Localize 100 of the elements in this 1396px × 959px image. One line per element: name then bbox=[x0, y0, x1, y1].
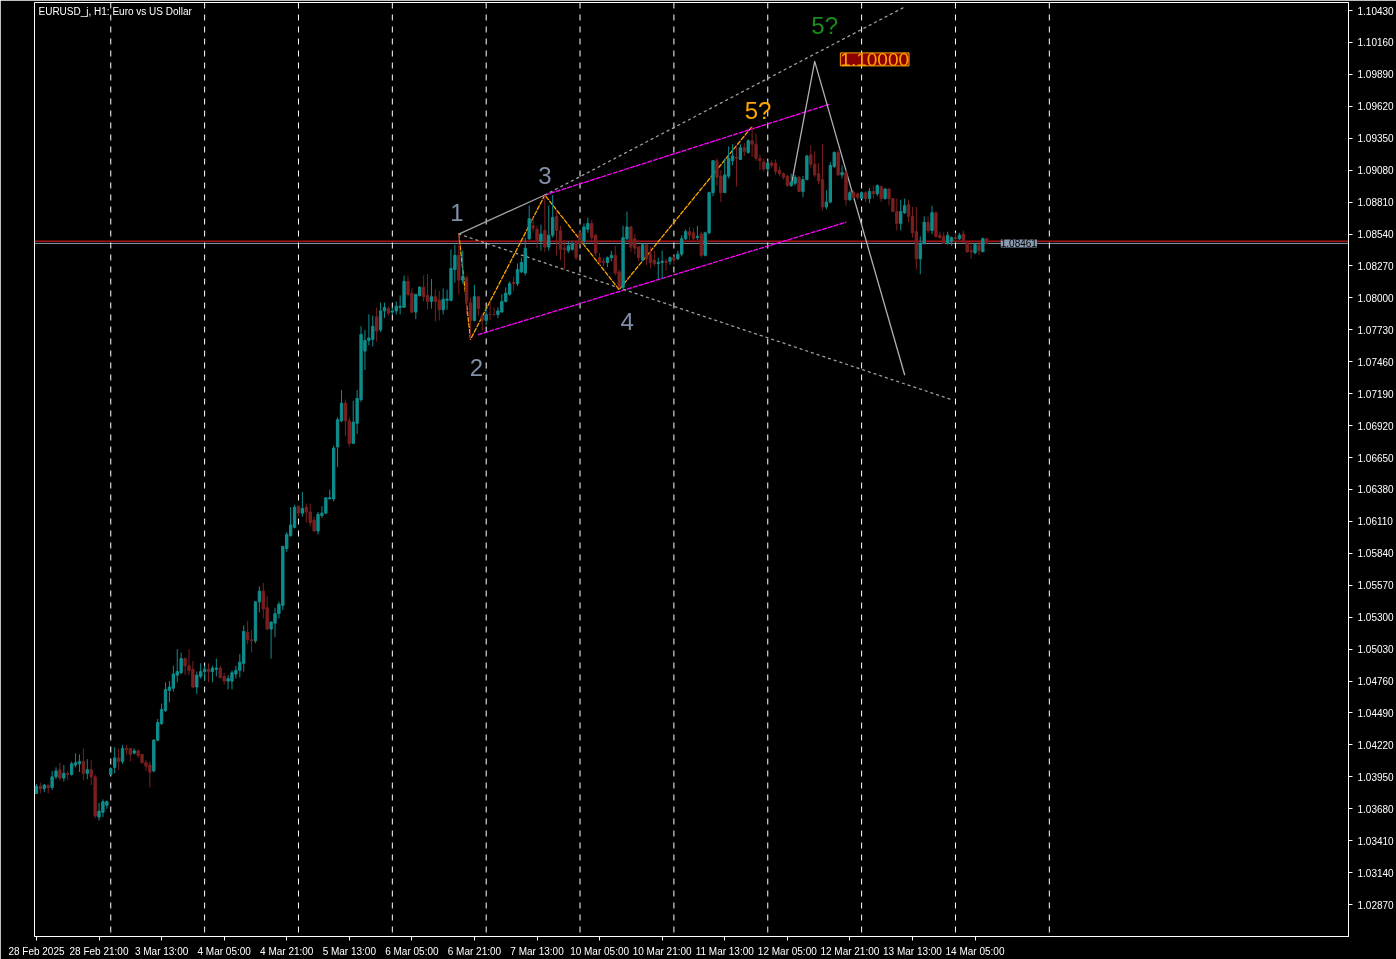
candlestick bbox=[429, 278, 434, 310]
y-tick-label: 1.08000 bbox=[1357, 292, 1395, 304]
y-tick-label: 1.06110 bbox=[1357, 516, 1394, 528]
y-tick-label: 1.09890 bbox=[1357, 69, 1395, 81]
x-tick-label: 14 Mar 05:00 bbox=[945, 945, 1005, 957]
candlestick bbox=[750, 125, 754, 158]
y-tick-label: 1.07730 bbox=[1357, 324, 1395, 336]
y-tick-label: 1.07190 bbox=[1357, 388, 1395, 400]
candlestick bbox=[926, 215, 930, 234]
candlestick bbox=[425, 273, 430, 311]
x-tick-label: 11 Mar 13:00 bbox=[695, 945, 755, 957]
chart-title: EURUSD_j, H1: Euro vs US Dollar bbox=[38, 5, 193, 17]
y-tick-label: 1.04760 bbox=[1357, 676, 1395, 688]
candlestick bbox=[433, 289, 438, 323]
candlestick bbox=[249, 629, 254, 654]
candlestick bbox=[116, 747, 121, 771]
candlestick bbox=[660, 250, 664, 280]
y-tick-label: 1.03680 bbox=[1357, 803, 1395, 815]
candlestick bbox=[375, 306, 379, 343]
candlestick bbox=[543, 194, 547, 253]
y-tick-label: 1.08270 bbox=[1357, 260, 1395, 272]
annotation: 1.10000 bbox=[840, 48, 910, 70]
candlestick bbox=[245, 620, 250, 645]
candlestick bbox=[230, 669, 234, 690]
candlestick bbox=[300, 491, 305, 518]
candlestick bbox=[437, 290, 441, 321]
candlestick bbox=[656, 257, 660, 280]
candlestick bbox=[836, 149, 840, 177]
y-tick-label: 1.04220 bbox=[1357, 739, 1395, 751]
candlestick bbox=[899, 199, 903, 231]
candlestick bbox=[113, 746, 117, 774]
candlestick bbox=[664, 258, 668, 272]
y-tick-label: 1.03950 bbox=[1357, 771, 1395, 783]
candlestick bbox=[969, 240, 973, 260]
candlestick bbox=[977, 240, 981, 256]
candlestick bbox=[81, 747, 86, 781]
x-tick-label: 12 Mar 05:00 bbox=[757, 945, 818, 957]
y-tick-label: 1.02870 bbox=[1357, 899, 1395, 911]
candlestick bbox=[895, 198, 899, 231]
x-tick-label: 4 Mar 21:00 bbox=[260, 945, 314, 957]
y-tick-label: 1.09620 bbox=[1357, 101, 1395, 113]
y-tick-label: 1.10160 bbox=[1357, 37, 1395, 49]
y-tick-label: 1.05300 bbox=[1357, 612, 1395, 624]
annotation: 2 bbox=[469, 353, 484, 381]
candlestick bbox=[930, 205, 934, 235]
annotation: 1 bbox=[450, 198, 464, 226]
x-tick-label: 6 Mar 05:00 bbox=[385, 945, 439, 957]
annotation: 5? bbox=[744, 96, 772, 124]
y-tick-label: 1.08540 bbox=[1357, 229, 1395, 241]
candlestick bbox=[464, 274, 469, 315]
candlestick bbox=[148, 760, 152, 788]
candlestick bbox=[171, 665, 175, 693]
annotation: 4 bbox=[620, 308, 634, 336]
x-tick-label: 28 Feb 21:00 bbox=[69, 945, 129, 957]
candlestick bbox=[468, 297, 473, 340]
candlestick bbox=[934, 211, 938, 239]
candlestick bbox=[50, 770, 54, 791]
candlestick bbox=[441, 287, 445, 315]
candlestick bbox=[97, 802, 101, 822]
candlestick bbox=[371, 315, 375, 347]
candlestick bbox=[699, 231, 703, 259]
x-tick-label: 7 Mar 13:00 bbox=[510, 945, 565, 957]
candlestick bbox=[539, 224, 543, 252]
x-tick-label: 28 Feb 2025 bbox=[8, 945, 65, 957]
candlestick bbox=[672, 254, 676, 266]
y-tick-label: 1.05030 bbox=[1357, 644, 1395, 656]
y-tick-label: 1.03140 bbox=[1357, 867, 1395, 879]
y-tick-label: 1.09350 bbox=[1357, 133, 1395, 145]
candlestick bbox=[476, 296, 481, 317]
x-tick-label: 12 Mar 21:00 bbox=[820, 945, 880, 957]
x-tick-label: 4 Mar 05:00 bbox=[197, 945, 252, 957]
candlestick bbox=[85, 758, 89, 780]
y-tick-label: 1.09080 bbox=[1357, 165, 1395, 177]
candlestick bbox=[472, 284, 477, 323]
candlestick bbox=[461, 250, 465, 285]
x-tick-label: 10 Mar 05:00 bbox=[570, 945, 630, 957]
y-tick-label: 1.04490 bbox=[1357, 707, 1395, 719]
y-tick-label: 1.06650 bbox=[1357, 452, 1395, 464]
ref-line-label: 1.08461 bbox=[1000, 238, 1038, 250]
y-tick-label: 1.05840 bbox=[1357, 548, 1395, 560]
annotation: 3 bbox=[538, 161, 552, 189]
y-tick-label: 1.06920 bbox=[1357, 420, 1395, 432]
candlestick bbox=[554, 211, 559, 256]
x-tick-label: 3 Mar 13:00 bbox=[134, 945, 189, 957]
x-tick-label: 5 Mar 13:00 bbox=[322, 945, 377, 957]
x-tick-label: 10 Mar 21:00 bbox=[632, 945, 693, 957]
y-tick-label: 1.10430 bbox=[1357, 5, 1395, 17]
y-tick-label: 1.03410 bbox=[1357, 835, 1395, 847]
y-tick-label: 1.06380 bbox=[1357, 484, 1395, 496]
x-tick-label: 13 Mar 13:00 bbox=[882, 945, 943, 957]
x-tick-label: 6 Mar 21:00 bbox=[447, 945, 502, 957]
candlestick bbox=[226, 674, 230, 690]
candlestick bbox=[515, 263, 520, 287]
y-tick-label: 1.07460 bbox=[1357, 356, 1395, 368]
y-tick-label: 1.08810 bbox=[1357, 197, 1395, 209]
annotation: 5? bbox=[811, 11, 839, 39]
y-tick-label: 1.05570 bbox=[1357, 580, 1395, 592]
candlestick bbox=[840, 164, 844, 179]
candlestick bbox=[629, 225, 633, 253]
candlestick bbox=[304, 503, 308, 524]
